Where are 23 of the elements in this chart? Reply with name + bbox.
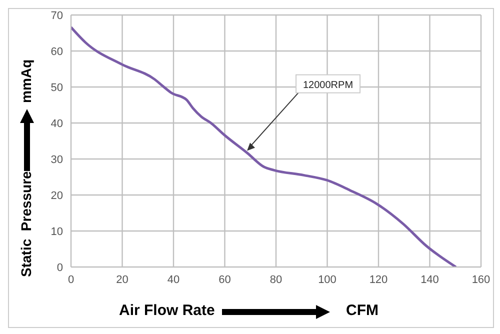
x-axis-title: Air Flow Rate <box>119 302 215 319</box>
text: CFM <box>346 302 378 319</box>
x-tick-label: 160 <box>472 274 490 286</box>
text: mmAq <box>18 59 34 103</box>
y-tick-label: 50 <box>50 82 63 94</box>
line-series <box>71 26 458 267</box>
x-tick-label: 80 <box>270 274 282 286</box>
y-tick-label: 60 <box>50 46 63 58</box>
x-tick-label: 120 <box>369 274 388 286</box>
x-tick-label: 20 <box>116 274 128 286</box>
x-tick-label: 60 <box>218 274 231 286</box>
y-tick-label: 0 <box>56 262 63 274</box>
x-tick-label: 140 <box>420 274 439 286</box>
y-tick-label: 40 <box>50 118 63 130</box>
x-tick-label: 100 <box>318 274 336 286</box>
x-tick-label: 40 <box>167 274 180 286</box>
annotation: 12000RPM <box>303 80 354 91</box>
y-tick-label: 10 <box>50 226 63 238</box>
y-tick-label: 30 <box>50 154 63 166</box>
y-tick-label: 70 <box>50 10 63 22</box>
x-tick-label: 0 <box>68 274 74 286</box>
y-tick-label: 20 <box>50 190 63 202</box>
y-axis-title: Static Pressure <box>18 170 34 277</box>
